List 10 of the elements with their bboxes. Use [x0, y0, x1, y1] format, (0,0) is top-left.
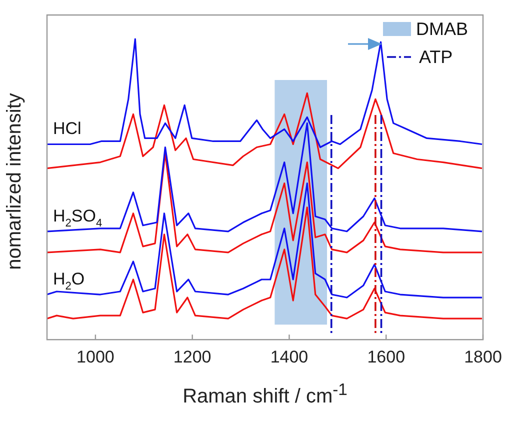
series-label: HCl [53, 119, 82, 138]
legend-label: ATP [419, 46, 453, 67]
x-tick-label: 1000 [76, 347, 114, 366]
x-tick-label: 1200 [173, 347, 212, 366]
y-axis-title: nomarlized intensity [4, 92, 26, 272]
x-tick-label: 1600 [367, 347, 406, 366]
x-tick-label: 1400 [270, 347, 308, 366]
legend-label: DMAB [416, 18, 468, 39]
x-tick-label: 1800 [464, 347, 502, 366]
x-axis-title: Raman shift / cm$^{-1}$ [182, 380, 348, 409]
